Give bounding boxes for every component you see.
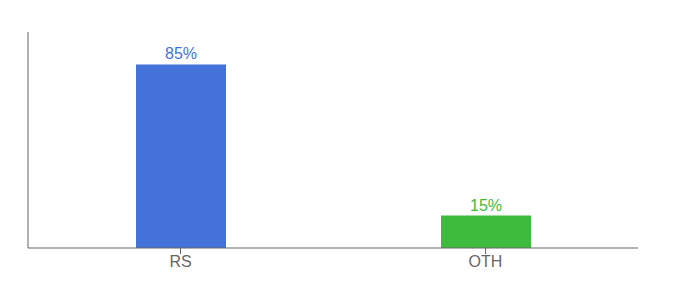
svg-text:15%: 15% — [470, 197, 502, 214]
svg-text:RS: RS — [169, 253, 191, 270]
svg-text:85%: 85% — [165, 45, 197, 62]
svg-text:OTH: OTH — [469, 253, 503, 270]
